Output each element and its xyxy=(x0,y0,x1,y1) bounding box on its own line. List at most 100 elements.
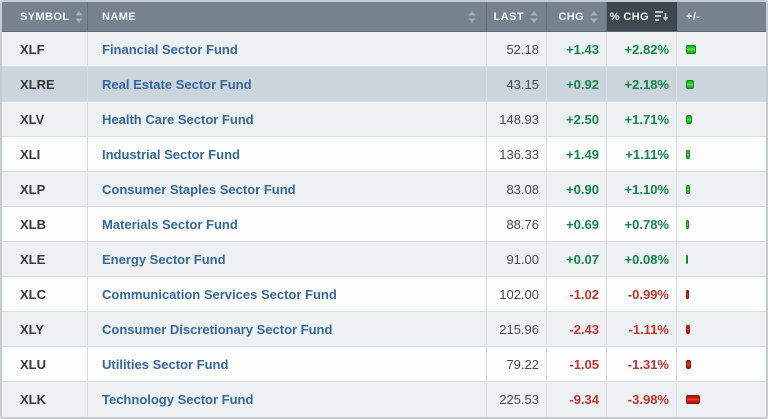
change-bar-cell xyxy=(677,172,766,206)
change-bar-icon xyxy=(686,44,696,54)
last-price-cell: 83.08 xyxy=(487,172,547,206)
table-row[interactable]: XLV Health Care Sector Fund 148.93 +2.50… xyxy=(2,102,766,137)
name-cell: Materials Sector Fund xyxy=(88,207,487,241)
column-header-symbol-label: SYMBOL xyxy=(20,10,70,23)
change-bar-cell xyxy=(677,207,766,241)
column-header-chg-label: CHG xyxy=(558,10,584,23)
last-price-cell: 215.96 xyxy=(487,312,547,346)
change-bar-cell xyxy=(677,277,766,311)
fund-name-link[interactable]: Health Care Sector Fund xyxy=(102,111,254,127)
change-bar-icon xyxy=(686,254,688,264)
column-header-plusminus-label: +/- xyxy=(686,10,701,23)
column-header-chg[interactable]: CHG xyxy=(547,2,607,31)
change-cell: -2.43 xyxy=(547,312,607,346)
change-bar-cell xyxy=(677,312,766,346)
symbol-cell[interactable]: XLU xyxy=(2,347,88,381)
change-bar-icon xyxy=(686,359,691,369)
symbol-cell[interactable]: XLE xyxy=(2,242,88,276)
fund-name-link[interactable]: Real Estate Sector Fund xyxy=(102,76,252,92)
last-price-cell: 43.15 xyxy=(487,67,547,101)
change-bar-icon xyxy=(686,184,690,194)
symbol-cell[interactable]: XLY xyxy=(2,312,88,346)
fund-name-link[interactable]: Technology Sector Fund xyxy=(102,392,254,407)
percent-change-cell: -0.99% xyxy=(607,277,677,311)
name-cell: Energy Sector Fund xyxy=(88,242,487,276)
column-header-percent-chg[interactable]: % CHG xyxy=(607,2,677,31)
percent-change-cell: +1.10% xyxy=(607,172,677,206)
symbol-cell[interactable]: XLC xyxy=(2,277,88,311)
sort-updown-icon[interactable] xyxy=(468,10,476,23)
fund-name-link[interactable]: Energy Sector Fund xyxy=(102,251,226,267)
table-row[interactable]: XLU Utilities Sector Fund 79.22 -1.05 -1… xyxy=(2,347,766,382)
last-price-cell: 91.00 xyxy=(487,242,547,276)
column-header-last-label: LAST xyxy=(493,10,524,23)
fund-name-link[interactable]: Consumer Staples Sector Fund xyxy=(102,181,296,197)
change-bar-icon xyxy=(686,324,690,334)
change-cell: +2.50 xyxy=(547,102,607,136)
last-price-cell: 79.22 xyxy=(487,347,547,381)
fund-name-link[interactable]: Materials Sector Fund xyxy=(102,216,238,232)
column-header-name[interactable]: NAME xyxy=(88,2,487,31)
table-row[interactable]: XLE Energy Sector Fund 91.00 +0.07 +0.08… xyxy=(2,242,766,277)
sort-updown-icon[interactable] xyxy=(590,10,598,23)
fund-name-link[interactable]: Communication Services Sector Fund xyxy=(102,286,337,302)
table-header-row: SYMBOL NAME LAST CHG % CHG xyxy=(2,2,766,32)
percent-change-cell: +2.18% xyxy=(607,67,677,101)
change-cell: +0.69 xyxy=(547,207,607,241)
last-price-cell: 52.18 xyxy=(487,32,547,66)
name-cell: Technology Sector Fund xyxy=(88,382,487,417)
percent-change-cell: +1.71% xyxy=(607,102,677,136)
name-cell: Communication Services Sector Fund xyxy=(88,277,487,311)
change-cell: +1.43 xyxy=(547,32,607,66)
column-header-plusminus[interactable]: +/- xyxy=(677,2,766,31)
change-bar-cell xyxy=(677,137,766,171)
percent-change-cell: -1.11% xyxy=(607,312,677,346)
name-cell: Industrial Sector Fund xyxy=(88,137,487,171)
symbol-cell[interactable]: XLI xyxy=(2,137,88,171)
last-price-cell: 102.00 xyxy=(487,277,547,311)
last-price-cell: 148.93 xyxy=(487,102,547,136)
symbol-cell[interactable]: XLB xyxy=(2,207,88,241)
change-bar-icon xyxy=(686,395,700,404)
sort-descending-icon[interactable] xyxy=(655,11,668,22)
column-header-percent-chg-label: % CHG xyxy=(609,10,649,23)
change-bar-icon xyxy=(686,289,689,299)
percent-change-cell: +0.08% xyxy=(607,242,677,276)
last-price-cell: 88.76 xyxy=(487,207,547,241)
symbol-cell[interactable]: XLV xyxy=(2,102,88,136)
fund-name-link[interactable]: Utilities Sector Fund xyxy=(102,356,229,372)
change-bar-cell xyxy=(677,347,766,381)
table-row[interactable]: XLC Communication Services Sector Fund 1… xyxy=(2,277,766,312)
name-cell: Real Estate Sector Fund xyxy=(88,67,487,101)
table-body: XLF Financial Sector Fund 52.18 +1.43 +2… xyxy=(2,32,766,417)
symbol-cell[interactable]: XLF xyxy=(2,32,88,66)
table-row[interactable]: XLB Materials Sector Fund 88.76 +0.69 +0… xyxy=(2,207,766,242)
table-row[interactable]: XLP Consumer Staples Sector Fund 83.08 +… xyxy=(2,172,766,207)
symbol-cell[interactable]: XLP xyxy=(2,172,88,206)
sort-updown-icon[interactable] xyxy=(75,10,83,23)
fund-name-link[interactable]: Financial Sector Fund xyxy=(102,41,238,57)
change-bar-icon xyxy=(686,219,689,229)
table-row[interactable]: XLRE Real Estate Sector Fund 43.15 +0.92… xyxy=(2,67,766,102)
table-row[interactable]: XLI Industrial Sector Fund 136.33 +1.49 … xyxy=(2,137,766,172)
change-bar-cell xyxy=(677,67,766,101)
symbol-cell[interactable]: XLRE xyxy=(2,67,88,101)
last-price-cell: 136.33 xyxy=(487,137,547,171)
change-bar-cell xyxy=(677,102,766,136)
fund-name-link[interactable]: Consumer Discretionary Sector Fund xyxy=(102,321,333,337)
symbol-cell[interactable]: XLK xyxy=(2,382,88,417)
percent-change-cell: -3.98% xyxy=(607,382,677,417)
table-row[interactable]: XLY Consumer Discretionary Sector Fund 2… xyxy=(2,312,766,347)
change-cell: -1.02 xyxy=(547,277,607,311)
change-cell: +0.07 xyxy=(547,242,607,276)
fund-name-link[interactable]: Industrial Sector Fund xyxy=(102,146,240,162)
change-cell: +0.92 xyxy=(547,67,607,101)
sort-updown-icon[interactable] xyxy=(530,10,538,23)
table-row[interactable]: XLF Financial Sector Fund 52.18 +1.43 +2… xyxy=(2,32,766,67)
change-cell: -9.34 xyxy=(547,382,607,417)
column-header-symbol[interactable]: SYMBOL xyxy=(2,2,88,31)
change-cell: +0.90 xyxy=(547,172,607,206)
table-row[interactable]: XLK Technology Sector Fund 225.53 -9.34 … xyxy=(2,382,766,417)
column-header-last[interactable]: LAST xyxy=(487,2,547,31)
